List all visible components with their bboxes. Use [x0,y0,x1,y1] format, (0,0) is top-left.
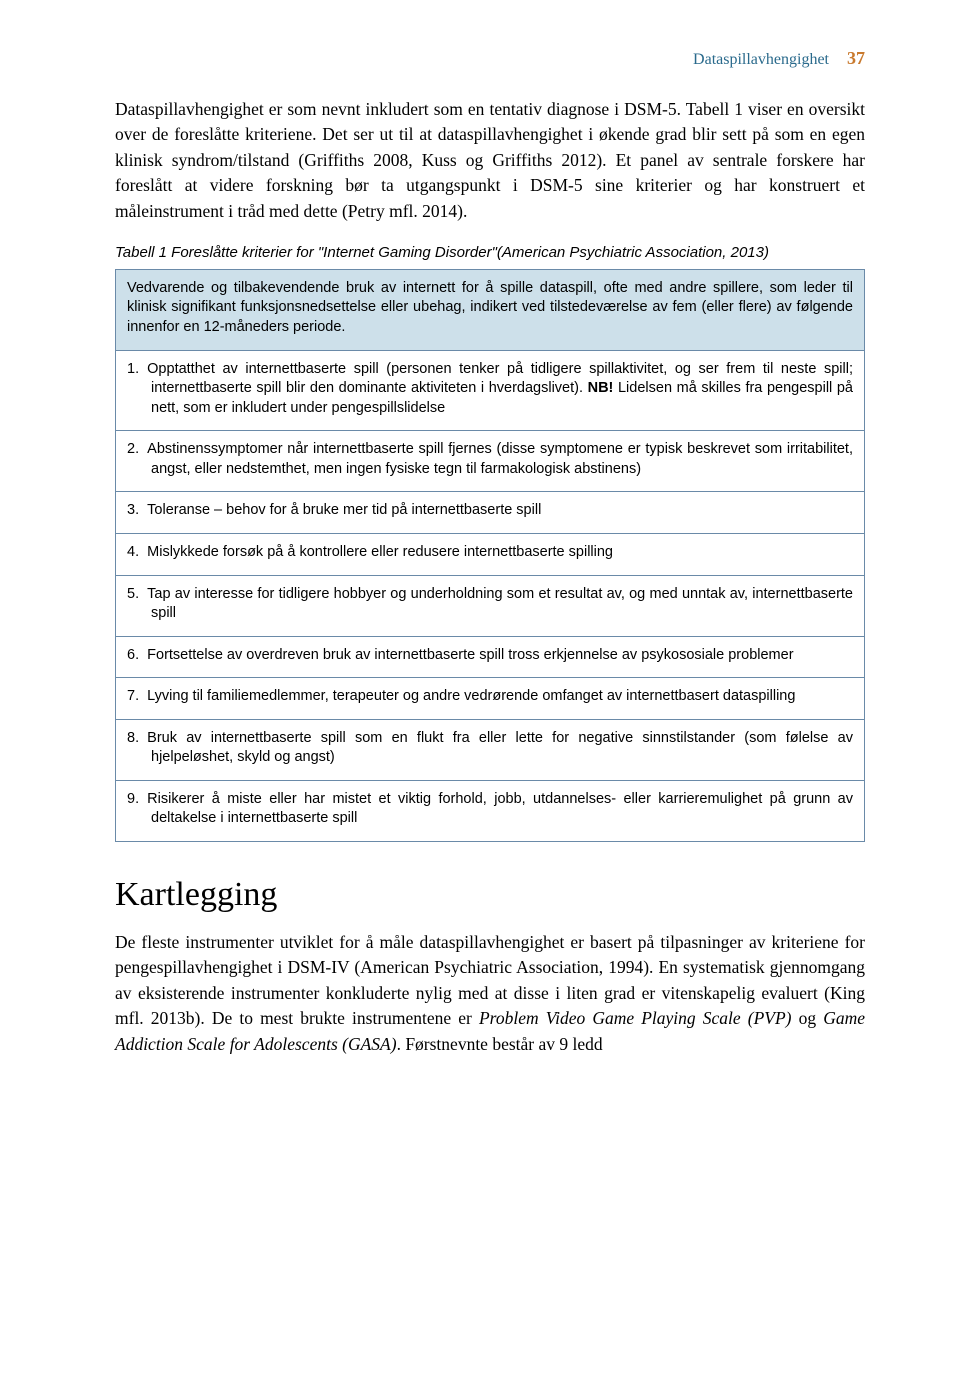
criterion-text: Mislykkede forsøk på å kontrollere eller… [147,544,613,560]
section-heading: Kartlegging [115,876,865,914]
table-row: 6. Fortsettelse av overdreven bruk av in… [116,636,865,678]
table-caption: Tabell 1 Foreslåtte kriterier for "Inter… [115,244,865,261]
criterion-number: 4. [127,543,147,563]
table-row: 7. Lyving til familiemedlemmer, terapeut… [116,678,865,720]
criterion-number: 3. [127,501,147,521]
criterion-number: 2. [127,440,147,460]
criterion-text: Abstinenssymptomer når internettbaserte … [147,441,853,477]
table-row: 5. Tap av interesse for tidligere hobbye… [116,575,865,636]
criterion-text: Bruk av internettbaserte spill som en fl… [147,730,853,766]
criterion-text: Fortsettelse av overdreven bruk av inter… [147,647,793,663]
running-header: Dataspillavhengighet 37 [115,48,865,69]
table-row: 2. Abstinenssymptomer når internettbaser… [116,431,865,492]
running-title: Dataspillavhengighet [693,51,829,68]
criteria-table: Vedvarende og tilbakevendende bruk av in… [115,269,865,842]
page-number: 37 [847,48,865,68]
table-row: 3. Toleranse – behov for å bruke mer tid… [116,492,865,534]
criteria-header-cell: Vedvarende og tilbakevendende bruk av in… [116,269,865,350]
criterion-number: 9. [127,790,147,810]
table-row: 4. Mislykkede forsøk på å kontrollere el… [116,533,865,575]
criterion-number: 1. [127,360,147,380]
kartlegging-og: og [792,1008,824,1028]
criterion-text: Toleranse – behov for å bruke mer tid på… [147,502,541,518]
kartlegging-pvp: Problem Video Game Playing Scale (PVP) [479,1008,792,1028]
criterion-number: 5. [127,585,147,605]
criterion-text: Risikerer å miste eller har mistet et vi… [147,791,853,827]
criterion-number: 7. [127,687,147,707]
kartlegging-paragraph: De fleste instrumenter utviklet for å må… [115,930,865,1057]
criterion-text: Lyving til familiemedlemmer, terapeuter … [147,688,795,704]
intro-paragraph: Dataspillavhengighet er som nevnt inklud… [115,97,865,224]
criterion-text: Tap av interesse for tidligere hobbyer o… [147,586,853,622]
table-row: 9. Risikerer å miste eller har mistet et… [116,780,865,841]
criterion-bold: NB! [588,380,614,396]
criterion-number: 6. [127,646,147,666]
kartlegging-text-b: . Førstnevnte består av 9 ledd [397,1034,603,1054]
criterion-number: 8. [127,729,147,749]
table-row: 8. Bruk av internettbaserte spill som en… [116,719,865,780]
table-row: 1. Opptatthet av internettbaserte spill … [116,350,865,431]
